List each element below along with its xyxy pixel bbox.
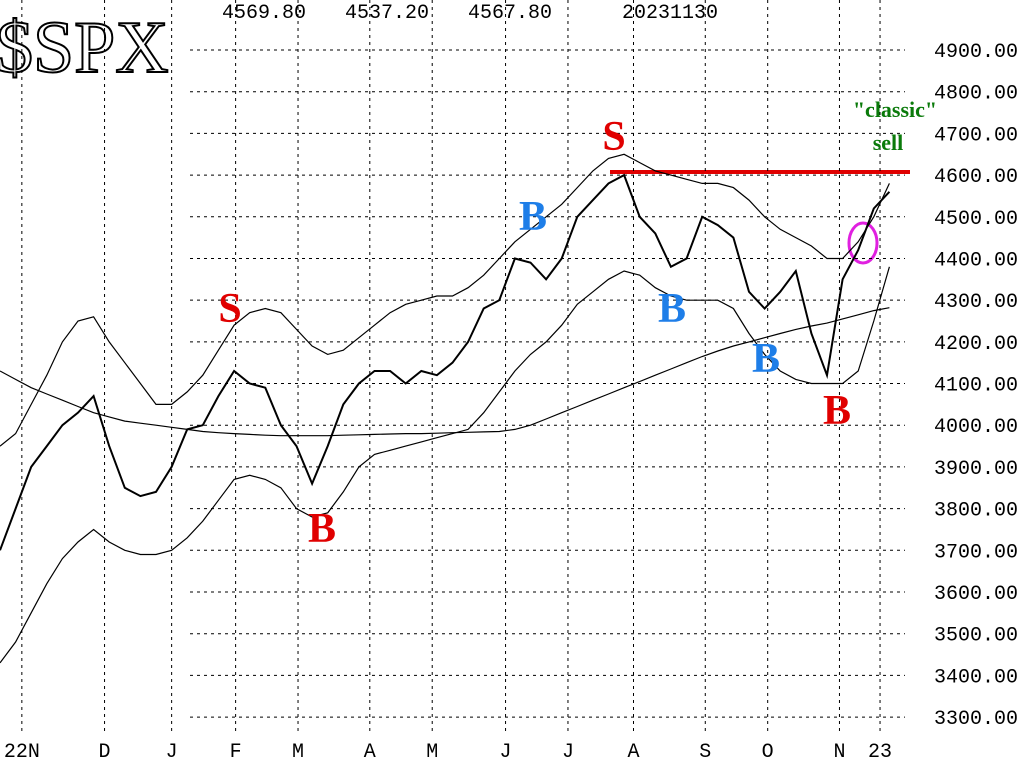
y-tick-label: 3400.00	[934, 666, 1018, 689]
highlight-ellipse	[847, 221, 879, 265]
x-tick-label: 22N	[4, 741, 40, 763]
x-tick-label: J	[500, 741, 512, 763]
annotation: B	[658, 286, 686, 332]
header-value: 4567.80	[468, 2, 552, 25]
annotation: S	[218, 286, 241, 332]
y-tick-label: 3600.00	[934, 583, 1018, 606]
x-tick-label: M	[426, 741, 438, 763]
x-tick-label: N	[833, 741, 845, 763]
annotation: B	[519, 194, 547, 240]
header-value: 20231130	[622, 2, 718, 25]
y-tick-label: 4600.00	[934, 166, 1018, 189]
y-tick-label: 3700.00	[934, 541, 1018, 564]
header-value: 4537.20	[345, 2, 429, 25]
header-value: 4569.80	[222, 2, 306, 25]
y-tick-label: 4100.00	[934, 375, 1018, 398]
y-tick-label: 4800.00	[934, 83, 1018, 106]
y-tick-label: 4300.00	[934, 291, 1018, 314]
annotation: sell	[873, 130, 904, 155]
y-tick-label: 3800.00	[934, 500, 1018, 523]
x-tick-label: J	[562, 741, 574, 763]
indicator-line	[0, 153, 890, 447]
price-line	[0, 173, 891, 551]
y-tick-label: 3500.00	[934, 625, 1018, 648]
x-tick-label: 23	[868, 741, 892, 763]
annotation: B	[823, 388, 851, 434]
y-tick-label: 4900.00	[934, 41, 1018, 64]
x-tick-label: M	[292, 741, 304, 763]
x-tick-label: S	[699, 741, 711, 763]
indicator-line	[0, 307, 890, 437]
y-tick-label: 3900.00	[934, 458, 1018, 481]
annotation: S	[602, 114, 625, 160]
x-tick-label: J	[166, 741, 178, 763]
y-tick-label: 4700.00	[934, 124, 1018, 147]
x-tick-label: A	[627, 741, 639, 763]
x-tick-label: A	[364, 741, 376, 763]
y-tick-label: 4200.00	[934, 333, 1018, 356]
x-tick-label: O	[762, 741, 774, 763]
y-tick-label: 4000.00	[934, 416, 1018, 439]
indicator-line	[0, 266, 890, 664]
x-tick-label: F	[230, 741, 242, 763]
y-tick-label: 4500.00	[934, 208, 1018, 231]
y-tick-label: 3300.00	[934, 708, 1018, 731]
chart-title: $SPX	[0, 7, 169, 89]
annotation: "classic"	[853, 97, 937, 122]
y-tick-label: 4400.00	[934, 249, 1018, 272]
x-tick-label: D	[99, 741, 111, 763]
annotation: B	[752, 336, 780, 382]
annotation: B	[308, 506, 336, 552]
